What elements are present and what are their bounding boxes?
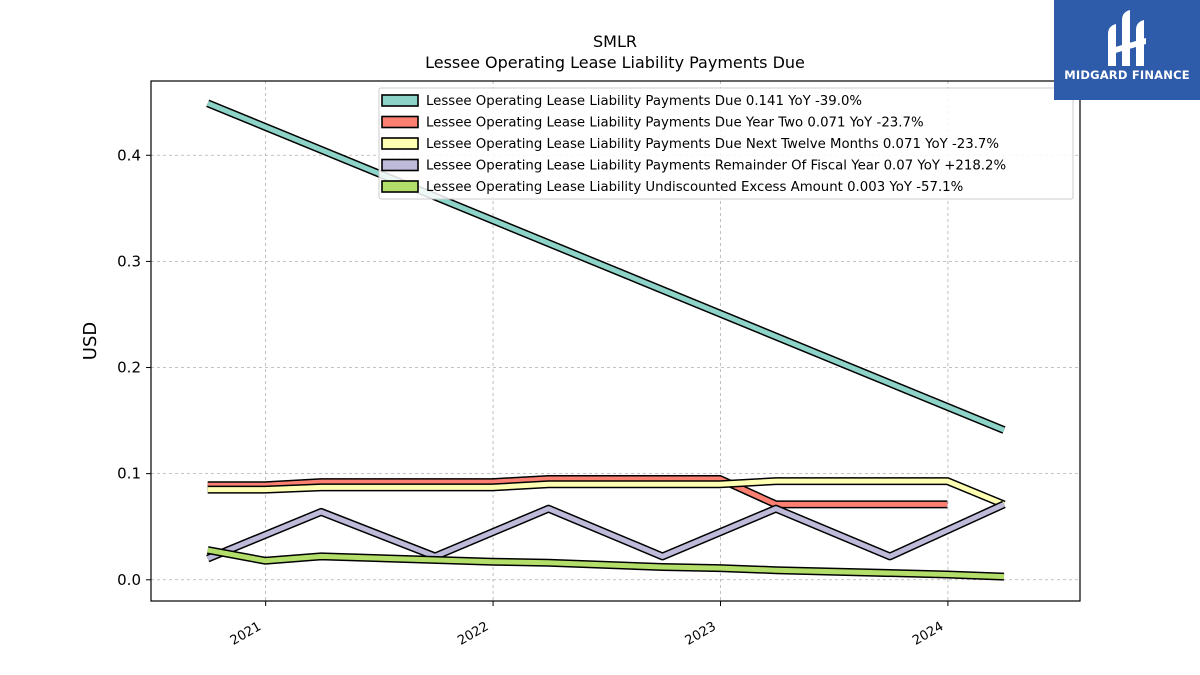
plot-frame [150,80,1081,602]
brand-name: MIDGARD FINANCE [1064,68,1190,82]
midgard-logo-icon [1108,10,1146,66]
legend-label-4: Lessee Operating Lease Liability Undisco… [426,180,963,195]
legend: Lessee Operating Lease Liability Payment… [378,87,1074,200]
legend-swatch-4 [381,180,419,193]
chart-title: SMLR [593,32,637,51]
legend-swatch-3 [381,158,419,172]
y-axis-label: USD [80,322,101,360]
series-line-4 [207,547,1005,580]
y-tick-label: 0.0 [117,571,141,589]
x-tick-label: 2023 [683,619,719,649]
legend-swatch-1 [381,115,419,129]
legend-label-1: Lessee Operating Lease Liability Payment… [426,116,924,131]
y-tick-label: 0.2 [117,359,141,377]
y-axis: 0.0 0.1 0.2 0.3 0.4 [117,146,151,589]
series-line-0 [206,100,1005,433]
legend-label-2: Lessee Operating Lease Liability Payment… [426,137,999,152]
x-tick-label: 2021 [228,619,264,649]
x-tick-label: 2022 [455,619,491,649]
legend-label-0: Lessee Operating Lease Liability Payment… [426,94,862,109]
y-tick-label: 0.3 [117,252,141,270]
series-line-1 [207,476,948,507]
chart-subtitle: Lessee Operating Lease Liability Payment… [425,53,805,72]
legend-swatch-2 [381,137,419,150]
legend-swatch-0 [381,94,419,107]
legend-frame [378,87,1074,200]
y-tick-label: 0.1 [117,465,141,483]
brand-logo: MIDGARD FINANCE [1054,0,1200,100]
series-line-2 [207,478,1005,507]
y-tick-label: 0.4 [117,146,141,164]
series-layer [206,99,1006,581]
series-line-3 [206,502,1006,561]
x-tick-label: 2024 [910,619,946,649]
x-axis: 2021 2022 2023 2024 [228,601,949,649]
legend-label-3: Lessee Operating Lease Liability Payment… [426,159,1006,174]
